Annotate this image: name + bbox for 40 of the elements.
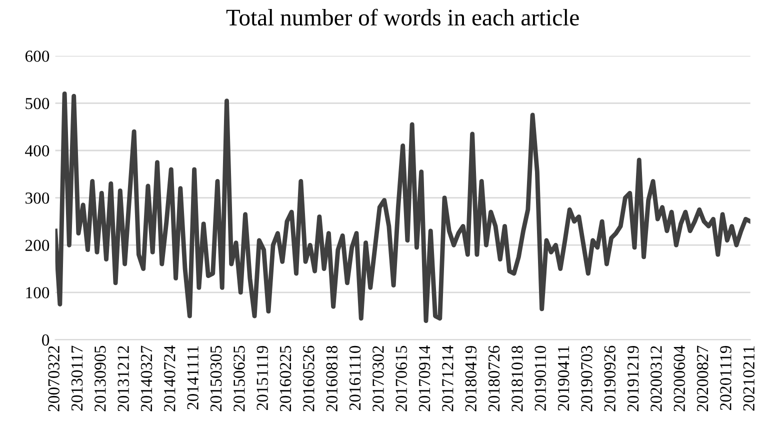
x-tick-label: 20160526 bbox=[303, 346, 314, 412]
x-tick-label: 20130905 bbox=[94, 346, 106, 412]
x-tick-label: 20141111 bbox=[187, 346, 198, 410]
y-tick-label: 300 bbox=[26, 192, 50, 204]
x-tick-label: 20200312 bbox=[650, 346, 662, 412]
x-tick-label: 20130117 bbox=[71, 346, 83, 411]
x-tick-label: 20171214 bbox=[442, 346, 454, 412]
x-tick-label: 20180726 bbox=[488, 346, 500, 412]
x-tick-label: 20210211 bbox=[743, 346, 755, 411]
x-tick-label: 20201119 bbox=[720, 346, 732, 410]
x-tick-label: 20181018 bbox=[512, 346, 523, 412]
y-tick-label: 0 bbox=[42, 334, 50, 346]
x-tick-label: 20170615 bbox=[396, 346, 407, 412]
x-tick-label: 20180419 bbox=[465, 346, 476, 412]
line-series bbox=[55, 92, 750, 324]
x-tick-label: 20140327 bbox=[140, 346, 152, 412]
x-tick-label: 20151119 bbox=[256, 346, 268, 410]
x-tick-label: 20200827 bbox=[696, 346, 708, 412]
x-tick-label: 20160818 bbox=[326, 346, 338, 412]
x-tick-label: 20200604 bbox=[674, 346, 686, 412]
x-tick-label: 20070322 bbox=[48, 346, 60, 412]
x-tick-label: 20160225 bbox=[280, 346, 292, 412]
y-tick-label: 400 bbox=[25, 145, 50, 156]
chart-title: Total number of words in each article bbox=[226, 8, 579, 26]
x-tick-label: 20150305 bbox=[210, 346, 222, 412]
y-tick-label: 600 bbox=[25, 50, 50, 62]
x-tick-label: 20131212 bbox=[118, 346, 129, 412]
y-tick-label: 200 bbox=[25, 240, 50, 252]
x-tick-label: 20190110 bbox=[534, 346, 546, 411]
x-tick-label: 20140724 bbox=[164, 346, 176, 412]
x-tick-label: 20170914 bbox=[418, 346, 430, 412]
y-tick-label: 100 bbox=[26, 287, 50, 298]
x-tick-label: 20190703 bbox=[581, 346, 592, 412]
y-tick-label: 500 bbox=[26, 98, 50, 110]
x-tick-label: 20190411 bbox=[558, 346, 570, 411]
x-tick-label: 20170302 bbox=[372, 346, 384, 412]
x-tick-label: 20150625 bbox=[234, 346, 245, 412]
x-tick-label: 20190926 bbox=[604, 346, 616, 412]
x-tick-label: 20191219 bbox=[627, 346, 639, 412]
x-tick-label: 20161110 bbox=[349, 346, 361, 410]
